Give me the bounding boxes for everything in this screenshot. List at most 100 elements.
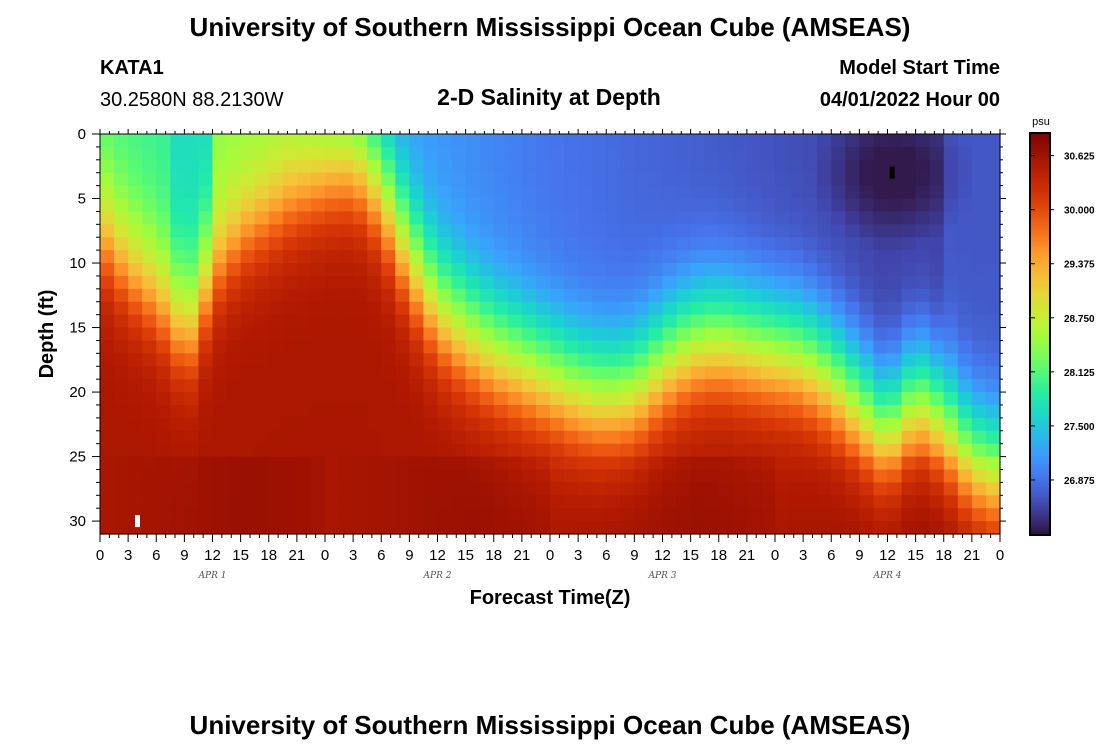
heatmap-cell — [310, 250, 326, 264]
heatmap-cell — [606, 288, 621, 303]
heatmap-cell — [339, 521, 354, 535]
heatmap-cell — [592, 379, 607, 393]
heatmap-cell — [676, 495, 692, 509]
heatmap-cell — [184, 275, 200, 290]
heatmap-cell — [901, 508, 917, 522]
heatmap-cell — [971, 417, 987, 432]
heatmap-cell — [437, 469, 453, 483]
heatmap-cell — [254, 521, 270, 535]
heatmap-cell — [648, 275, 664, 290]
heatmap-cell — [915, 159, 931, 174]
heatmap-cell — [535, 430, 551, 445]
date-label: APR 1 — [198, 571, 227, 581]
heatmap-cell — [985, 417, 1001, 432]
heatmap-cell — [493, 198, 509, 213]
heatmap-cell — [535, 353, 551, 367]
heatmap-cell — [184, 159, 200, 174]
heatmap-cell — [760, 185, 776, 200]
heatmap-cell — [803, 469, 818, 483]
x-tick-label: 0 — [996, 547, 1004, 564]
heatmap-cell — [648, 327, 664, 342]
heatmap-cell — [254, 314, 270, 329]
heatmap-cell — [760, 159, 776, 174]
heatmap-cell — [775, 275, 790, 290]
heatmap-cell — [451, 482, 467, 496]
heatmap-cell — [676, 263, 692, 277]
model-start-value: 04/01/2022 Hour 00 — [820, 89, 1000, 111]
heatmap-cell — [521, 250, 537, 264]
heatmap-cell — [212, 495, 228, 509]
heatmap-cell — [957, 340, 973, 354]
heatmap-cell — [550, 521, 565, 535]
heatmap-cell — [845, 288, 860, 303]
heatmap-cell — [310, 508, 326, 522]
heatmap-cell — [493, 146, 509, 161]
heatmap-cell — [226, 211, 242, 225]
heatmap-cell — [578, 288, 593, 303]
heatmap-cell — [381, 482, 396, 496]
heatmap-cell — [564, 250, 579, 264]
heatmap-cell — [226, 237, 242, 251]
heatmap-cell — [198, 456, 214, 471]
heatmap-cell — [845, 456, 860, 471]
heatmap-cell — [170, 366, 185, 380]
heatmap-cell — [732, 366, 748, 380]
heatmap-cell — [775, 288, 790, 303]
heatmap-cell — [901, 211, 917, 225]
heatmap-cell — [662, 237, 678, 251]
heatmap-cell — [198, 443, 214, 458]
heatmap-cell — [493, 159, 509, 174]
heatmap-cell — [128, 224, 143, 238]
heatmap-cell — [760, 224, 776, 238]
heatmap-cell — [381, 172, 396, 187]
heatmap-cell — [606, 263, 621, 277]
heatmap-cell — [634, 327, 650, 342]
heatmap-cell — [114, 443, 129, 458]
heatmap-cell — [325, 314, 340, 329]
heatmap-cell — [718, 146, 734, 161]
heatmap-cell — [564, 263, 579, 277]
heatmap-cell — [451, 379, 467, 393]
heatmap-cell — [873, 159, 889, 174]
heatmap-cell — [381, 417, 396, 432]
heatmap-cell — [564, 379, 579, 393]
heatmap-cell — [690, 159, 706, 174]
heatmap-cell — [128, 327, 143, 342]
heatmap-cell — [648, 172, 664, 187]
heatmap-cell — [240, 469, 256, 483]
heatmap-cell — [634, 508, 650, 522]
heatmap-cell — [296, 263, 312, 277]
heatmap-cell — [535, 340, 551, 354]
heatmap-cell — [296, 224, 312, 238]
x-tick-label: 6 — [377, 547, 385, 564]
heatmap-cell — [128, 469, 143, 483]
heatmap-cell — [395, 417, 410, 432]
heatmap-cell — [353, 508, 368, 522]
heatmap-cell — [100, 482, 115, 496]
heatmap-cell — [451, 340, 467, 354]
heatmap-cell — [775, 134, 790, 148]
heatmap-cell — [128, 159, 143, 174]
heatmap-cell — [381, 392, 396, 406]
heatmap-cell — [971, 275, 987, 290]
heatmap-cell — [859, 275, 875, 290]
heatmap-cell — [479, 250, 495, 264]
heatmap-cell — [184, 288, 200, 303]
heatmap-cell — [353, 404, 368, 419]
heatmap-cell — [367, 314, 382, 329]
heatmap-cell — [535, 379, 551, 393]
heatmap-cell — [845, 224, 860, 238]
heatmap-cell — [479, 404, 495, 419]
heatmap-cell — [732, 508, 748, 522]
heatmap-cell — [521, 314, 537, 329]
heatmap-cell — [887, 469, 903, 483]
heatmap-cell — [873, 392, 889, 406]
heatmap-cell — [240, 392, 256, 406]
heatmap-cell — [507, 404, 523, 419]
heatmap-cell — [817, 495, 832, 509]
heatmap-cell — [395, 288, 410, 303]
heatmap-cell — [100, 250, 115, 264]
heatmap-cell — [971, 456, 987, 471]
heatmap-cell — [339, 237, 354, 251]
heatmap-cell — [704, 521, 720, 535]
